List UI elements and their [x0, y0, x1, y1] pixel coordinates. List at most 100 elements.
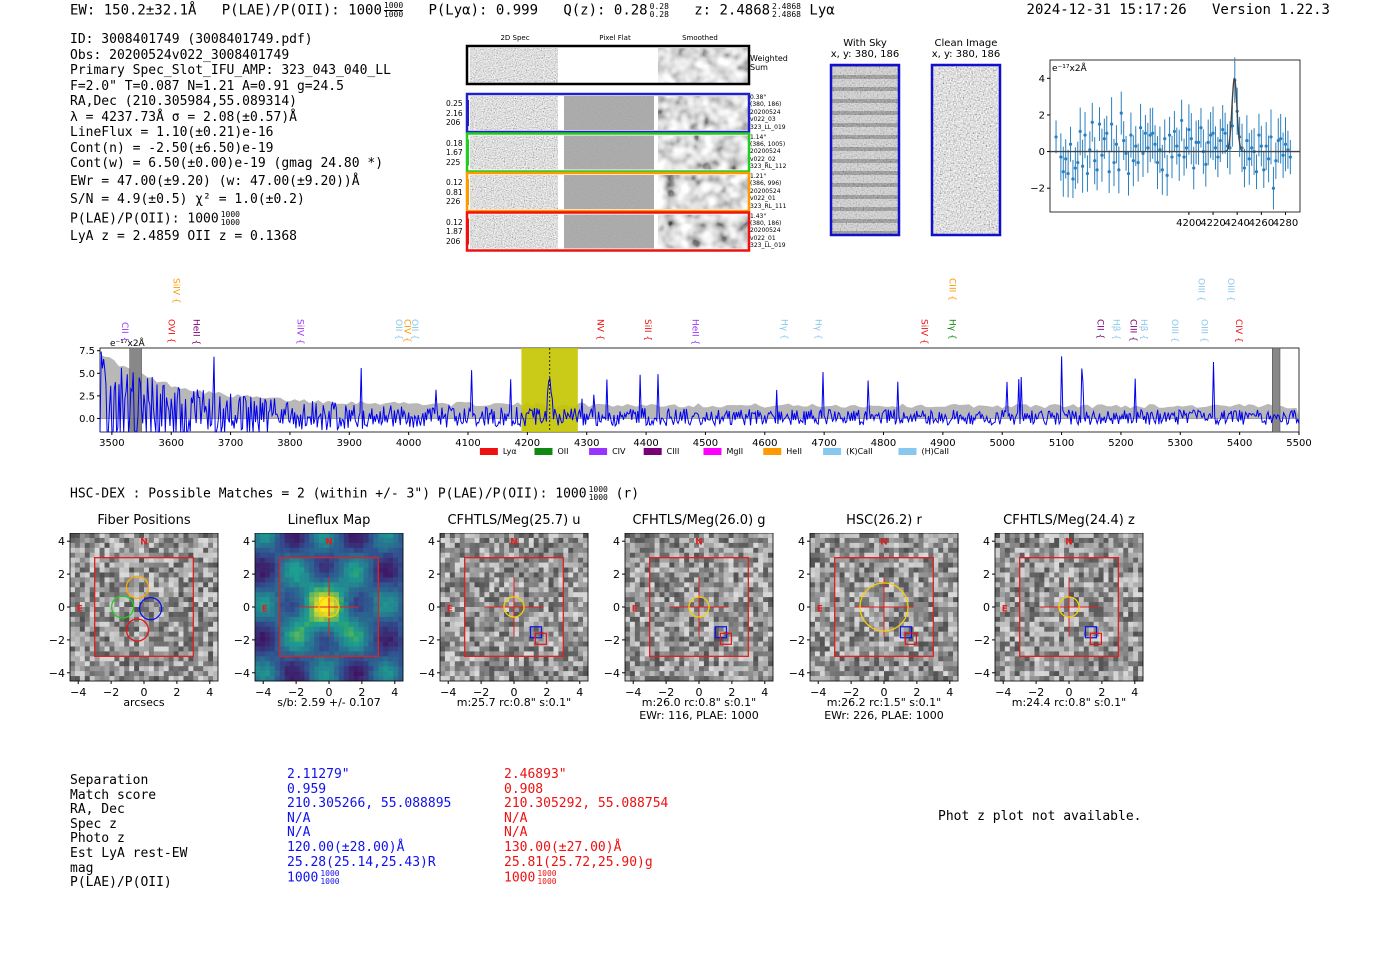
pixel	[913, 671, 919, 677]
pixel	[314, 671, 320, 677]
pixel	[763, 661, 769, 667]
pixel	[849, 636, 855, 642]
pixel	[338, 636, 345, 642]
pixel	[763, 626, 769, 632]
pixel	[388, 621, 394, 628]
pixel	[758, 567, 764, 573]
pixel	[903, 621, 909, 628]
clean-image-title-text: Clean Image	[934, 38, 998, 49]
pixel	[129, 611, 135, 618]
pixel	[538, 557, 544, 563]
pixel	[538, 636, 544, 642]
pixel	[378, 587, 384, 593]
pixel	[834, 597, 840, 603]
pixel	[893, 533, 900, 539]
pixel	[869, 616, 875, 623]
pixel	[333, 636, 340, 642]
pixel	[879, 661, 885, 667]
pixel	[713, 533, 720, 539]
row-right-labels: 0.38" (380, 186) 20200524 v022_03 323_LL_019	[750, 94, 786, 131]
pixel	[699, 547, 705, 554]
pixel	[654, 592, 660, 598]
pixel	[314, 542, 320, 549]
pixel	[269, 577, 276, 583]
pixel	[484, 651, 490, 657]
pixel	[893, 537, 900, 544]
data-point	[1194, 140, 1198, 145]
pixel	[289, 651, 295, 657]
pixel	[294, 646, 300, 652]
pixel	[699, 641, 705, 647]
pixel	[353, 666, 359, 672]
pixel	[333, 631, 340, 637]
pixel	[748, 607, 754, 613]
pixel	[79, 562, 86, 568]
pixel	[99, 671, 105, 677]
x-tick-label: 5300	[1168, 438, 1193, 449]
pixel	[518, 562, 525, 568]
pixel	[563, 641, 569, 647]
pixel	[918, 656, 924, 662]
pixel	[479, 661, 485, 667]
pixel	[839, 651, 845, 657]
pixel	[758, 572, 764, 578]
pixel	[913, 587, 919, 593]
pixel	[864, 533, 870, 539]
pixel	[99, 537, 105, 544]
pixel	[383, 626, 389, 632]
pixel	[728, 557, 734, 563]
pixel	[568, 676, 574, 682]
pixel	[918, 572, 924, 578]
pixel	[183, 562, 189, 568]
pixel	[568, 626, 574, 632]
pixel	[839, 641, 845, 647]
pixel	[454, 611, 461, 618]
pixel	[469, 533, 475, 539]
pixel	[129, 557, 135, 563]
pixel	[284, 641, 290, 647]
pixel	[625, 631, 631, 637]
pixel	[440, 597, 446, 603]
data-point	[1279, 137, 1283, 141]
pixel	[563, 552, 569, 558]
pixel	[733, 533, 739, 539]
data-point	[1209, 133, 1213, 137]
pixel	[533, 646, 539, 652]
data-point	[1221, 127, 1225, 132]
pixel	[459, 562, 465, 568]
pixel	[158, 592, 165, 598]
pixel	[469, 602, 475, 608]
pixel	[913, 557, 919, 563]
pixel	[188, 651, 194, 657]
x-tick-label: 4240	[1224, 218, 1249, 229]
pixel	[74, 582, 81, 588]
pixel	[188, 666, 194, 672]
pixel	[568, 641, 574, 647]
pixel	[898, 547, 905, 554]
pixel	[114, 602, 120, 608]
pixel	[178, 562, 184, 568]
pixel	[738, 646, 744, 652]
pixel	[819, 626, 826, 632]
pixel	[178, 552, 184, 558]
x-tick-label: −4	[625, 686, 641, 699]
pixel	[183, 631, 189, 637]
data-point	[1129, 133, 1133, 137]
pixel	[444, 616, 451, 623]
pixel	[639, 661, 646, 667]
pixel	[114, 666, 120, 672]
pixel	[489, 621, 495, 628]
pixel	[689, 537, 695, 544]
pixel	[319, 542, 325, 549]
pixel	[304, 656, 310, 662]
pixel	[114, 592, 120, 598]
pixel	[689, 621, 695, 628]
pixel	[119, 646, 125, 652]
pixel	[378, 611, 384, 618]
pixel	[99, 621, 105, 628]
pixel	[74, 537, 81, 544]
pixel	[568, 636, 574, 642]
pixel	[203, 666, 209, 672]
pixel	[338, 577, 345, 583]
